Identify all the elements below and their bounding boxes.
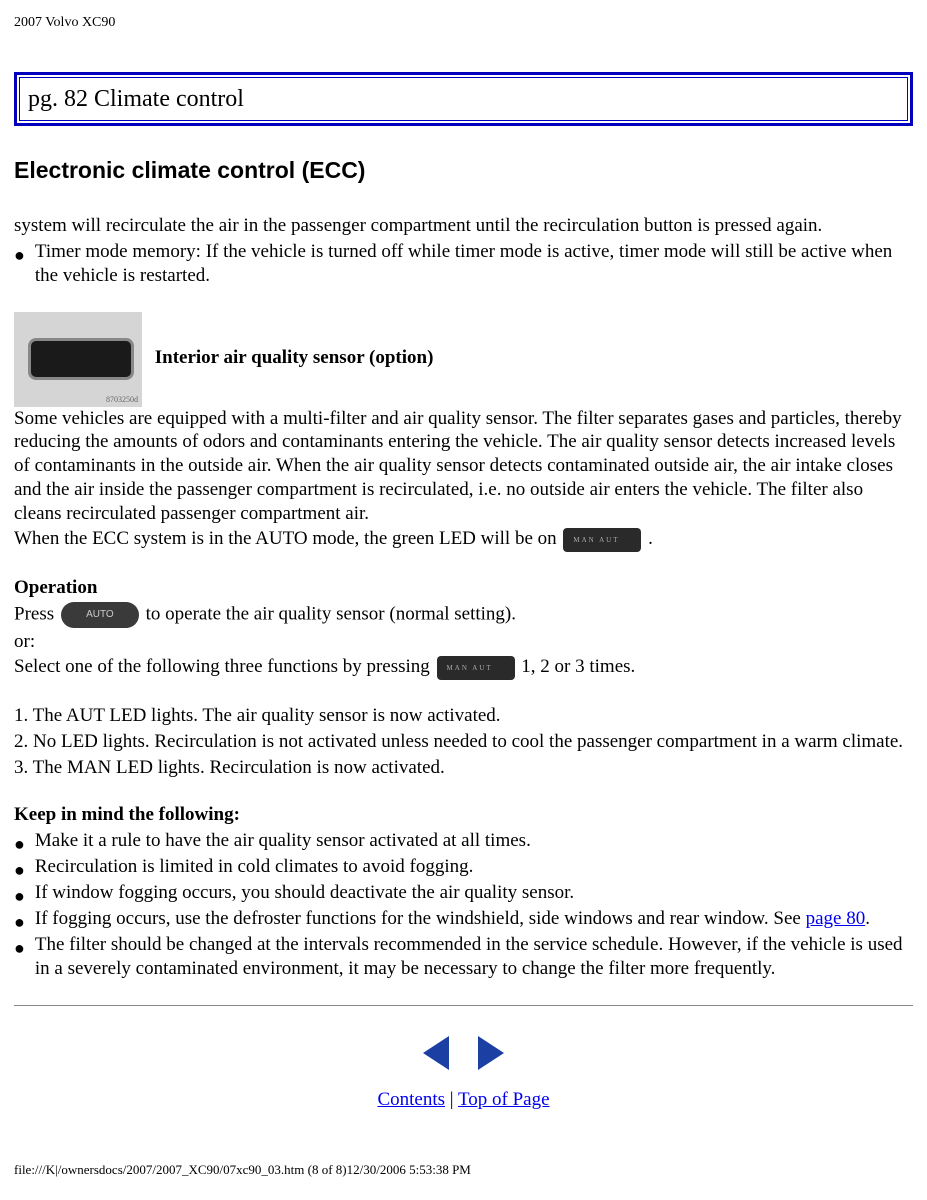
press-post: to operate the air quality sensor (norma… xyxy=(146,603,516,624)
intro-paragraph: system will recirculate the air in the p… xyxy=(14,214,913,238)
keep-text: Make it a rule to have the air quality s… xyxy=(35,829,531,853)
auto-led-line: When the ECC system is in the AUTO mode,… xyxy=(14,527,913,552)
keep-text: If window fogging occurs, you should dea… xyxy=(35,881,574,905)
file-path: file:///K|/ownersdocs/2007/2007_XC90/07x… xyxy=(14,1162,913,1178)
keep-in-mind-heading: Keep in mind the following: xyxy=(14,803,913,827)
keep-item: ● Recirculation is limited in cold clima… xyxy=(14,855,913,879)
auto-led-post: . xyxy=(648,528,653,549)
or-text: or: xyxy=(14,630,913,654)
select-pre: Select one of the following three functi… xyxy=(14,656,435,677)
man-aut-button-icon xyxy=(437,656,515,680)
keep-text: The filter should be changed at the inte… xyxy=(35,933,913,981)
press-line: Press to operate the air quality sensor … xyxy=(14,602,913,628)
select-post: 1, 2 or 3 times. xyxy=(521,656,635,677)
next-page-icon[interactable] xyxy=(478,1036,504,1070)
sensor-section: 8703250d Interior air quality sensor (op… xyxy=(14,312,913,407)
auto-led-pre: When the ECC system is in the AUTO mode,… xyxy=(14,528,561,549)
man-aut-button-illustration: 8703250d xyxy=(14,312,142,407)
keep-item: ● The filter should be changed at the in… xyxy=(14,933,913,981)
sensor-paragraph: Some vehicles are equipped with a multi-… xyxy=(14,407,913,526)
bullet-icon: ● xyxy=(14,861,25,879)
keep-item: ● If window fogging occurs, you should d… xyxy=(14,881,913,905)
illustration-id: 8703250d xyxy=(106,395,138,405)
contents-link[interactable]: Contents xyxy=(377,1089,445,1110)
press-pre: Press xyxy=(14,603,59,624)
keep-fog-text: If fogging occurs, use the defroster fun… xyxy=(35,907,870,931)
page-header: pg. 82 Climate control xyxy=(19,77,908,121)
bullet-icon: ● xyxy=(14,246,25,264)
man-aut-button-icon xyxy=(563,528,641,552)
page-80-link[interactable]: page 80 xyxy=(806,908,866,929)
bullet-icon: ● xyxy=(14,913,25,931)
top-of-page-link[interactable]: Top of Page xyxy=(458,1089,550,1110)
operation-heading: Operation xyxy=(14,576,913,600)
keep-fog-post: . xyxy=(865,908,870,929)
bullet-icon: ● xyxy=(14,835,25,853)
keep-item: ● Make it a rule to have the air quality… xyxy=(14,829,913,853)
sensor-heading: Interior air quality sensor (option) xyxy=(155,347,434,368)
bullet-icon: ● xyxy=(14,939,25,957)
select-line: Select one of the following three functi… xyxy=(14,655,913,680)
op-item-1: 1. The AUT LED lights. The air quality s… xyxy=(14,704,913,728)
keep-fog-pre: If fogging occurs, use the defroster fun… xyxy=(35,908,806,929)
op-item-3: 3. The MAN LED lights. Recirculation is … xyxy=(14,756,913,780)
footer-sep: | xyxy=(445,1089,458,1110)
auto-button-icon xyxy=(61,602,139,628)
timer-bullet-text: Timer mode memory: If the vehicle is tur… xyxy=(35,240,913,288)
prev-page-icon[interactable] xyxy=(423,1036,449,1070)
separator xyxy=(14,1005,913,1006)
op-item-2: 2. No LED lights. Recirculation is not a… xyxy=(14,730,913,754)
section-heading: Electronic climate control (ECC) xyxy=(14,156,913,185)
keep-text: Recirculation is limited in cold climate… xyxy=(35,855,474,879)
keep-item-fog: ● If fogging occurs, use the defroster f… xyxy=(14,907,913,931)
nav-arrows xyxy=(14,1036,913,1077)
document-title: 2007 Volvo XC90 xyxy=(14,14,913,32)
timer-bullet-row: ● Timer mode memory: If the vehicle is t… xyxy=(14,240,913,288)
page-header-box: pg. 82 Climate control xyxy=(14,72,913,126)
bullet-icon: ● xyxy=(14,887,25,905)
footer-links: Contents | Top of Page xyxy=(14,1088,913,1112)
